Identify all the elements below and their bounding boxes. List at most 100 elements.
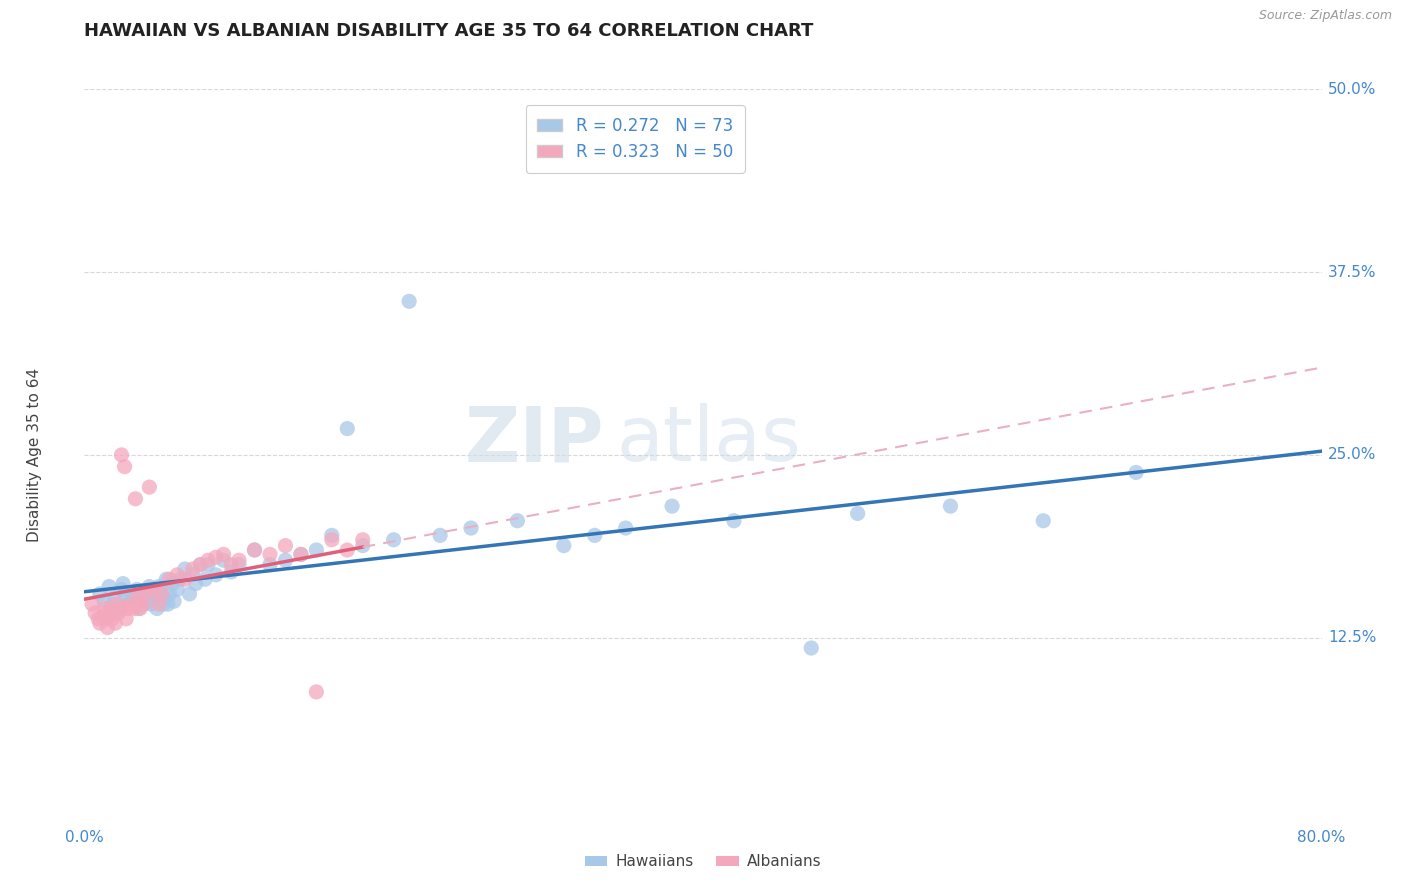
Point	[138, 580, 160, 594]
Point	[219, 558, 242, 572]
Point	[120, 594, 142, 608]
Point	[138, 480, 160, 494]
Point	[212, 553, 235, 567]
Point	[129, 594, 152, 608]
Point	[243, 543, 266, 558]
Point	[188, 558, 211, 572]
Point	[1125, 466, 1147, 480]
Point	[87, 612, 110, 626]
Point	[117, 601, 139, 615]
Point	[117, 597, 139, 611]
Text: 25.0%: 25.0%	[1327, 448, 1376, 462]
Point	[110, 582, 132, 597]
Point	[132, 597, 155, 611]
Point	[134, 591, 156, 606]
Point	[120, 597, 142, 611]
Point	[723, 514, 745, 528]
Point	[143, 591, 166, 606]
Point	[259, 548, 281, 562]
Point	[146, 601, 169, 615]
Point	[145, 582, 167, 597]
Point	[107, 606, 129, 620]
Point	[506, 514, 529, 528]
Point	[163, 594, 186, 608]
Point	[382, 533, 405, 547]
Point	[155, 572, 177, 586]
Point	[122, 597, 145, 611]
Point	[114, 587, 136, 601]
Point	[112, 601, 135, 615]
Point	[212, 548, 235, 562]
Point	[105, 597, 128, 611]
Point	[321, 528, 343, 542]
Point	[122, 601, 145, 615]
Point	[148, 580, 170, 594]
Point	[188, 558, 211, 572]
Point	[205, 567, 228, 582]
Point	[127, 587, 149, 601]
Point	[169, 572, 191, 586]
Point	[141, 587, 163, 601]
Point	[125, 582, 148, 597]
Point	[352, 539, 374, 553]
Point	[184, 576, 207, 591]
Point	[228, 558, 250, 572]
Point	[846, 507, 869, 521]
Point	[159, 572, 180, 586]
Point	[101, 612, 124, 626]
Point	[135, 587, 157, 601]
Point	[93, 594, 115, 608]
Point	[84, 606, 107, 620]
Point	[110, 448, 132, 462]
Point	[127, 601, 149, 615]
Point	[124, 591, 146, 606]
Point	[98, 580, 121, 594]
Point	[259, 558, 281, 572]
Point	[274, 539, 297, 553]
Point	[166, 582, 188, 597]
Text: 12.5%: 12.5%	[1327, 631, 1376, 645]
Point	[166, 567, 188, 582]
Point	[181, 562, 204, 576]
Text: HAWAIIAN VS ALBANIAN DISABILITY AGE 35 TO 64 CORRELATION CHART: HAWAIIAN VS ALBANIAN DISABILITY AGE 35 T…	[84, 22, 814, 40]
Legend: R = 0.272   N = 73, R = 0.323   N = 50: R = 0.272 N = 73, R = 0.323 N = 50	[526, 105, 745, 172]
Point	[156, 597, 179, 611]
Point	[174, 572, 197, 586]
Point	[96, 621, 118, 635]
Point	[107, 601, 129, 615]
Point	[228, 553, 250, 567]
Point	[152, 597, 174, 611]
Point	[132, 597, 155, 611]
Point	[219, 565, 242, 579]
Point	[162, 576, 184, 591]
Point	[179, 587, 201, 601]
Text: Source: ZipAtlas.com: Source: ZipAtlas.com	[1258, 9, 1392, 22]
Point	[136, 587, 159, 601]
Point	[290, 548, 312, 562]
Point	[205, 550, 228, 565]
Point	[321, 533, 343, 547]
Point	[150, 587, 173, 601]
Text: ZIP: ZIP	[464, 403, 605, 477]
Point	[305, 543, 328, 558]
Point	[197, 558, 219, 572]
Point	[103, 606, 125, 620]
Point	[100, 601, 122, 615]
Point	[125, 597, 148, 611]
Point	[104, 616, 127, 631]
Point	[114, 459, 136, 474]
Point	[89, 587, 111, 601]
Text: 50.0%: 50.0%	[1327, 82, 1376, 96]
Point	[181, 567, 204, 582]
Point	[131, 587, 153, 601]
Point	[129, 601, 152, 615]
Point	[583, 528, 606, 542]
Point	[243, 543, 266, 558]
Point	[174, 562, 197, 576]
Point	[101, 597, 124, 611]
Point	[336, 421, 359, 435]
Text: atlas: atlas	[616, 403, 801, 477]
Point	[98, 608, 121, 623]
Point	[352, 533, 374, 547]
Point	[1032, 514, 1054, 528]
